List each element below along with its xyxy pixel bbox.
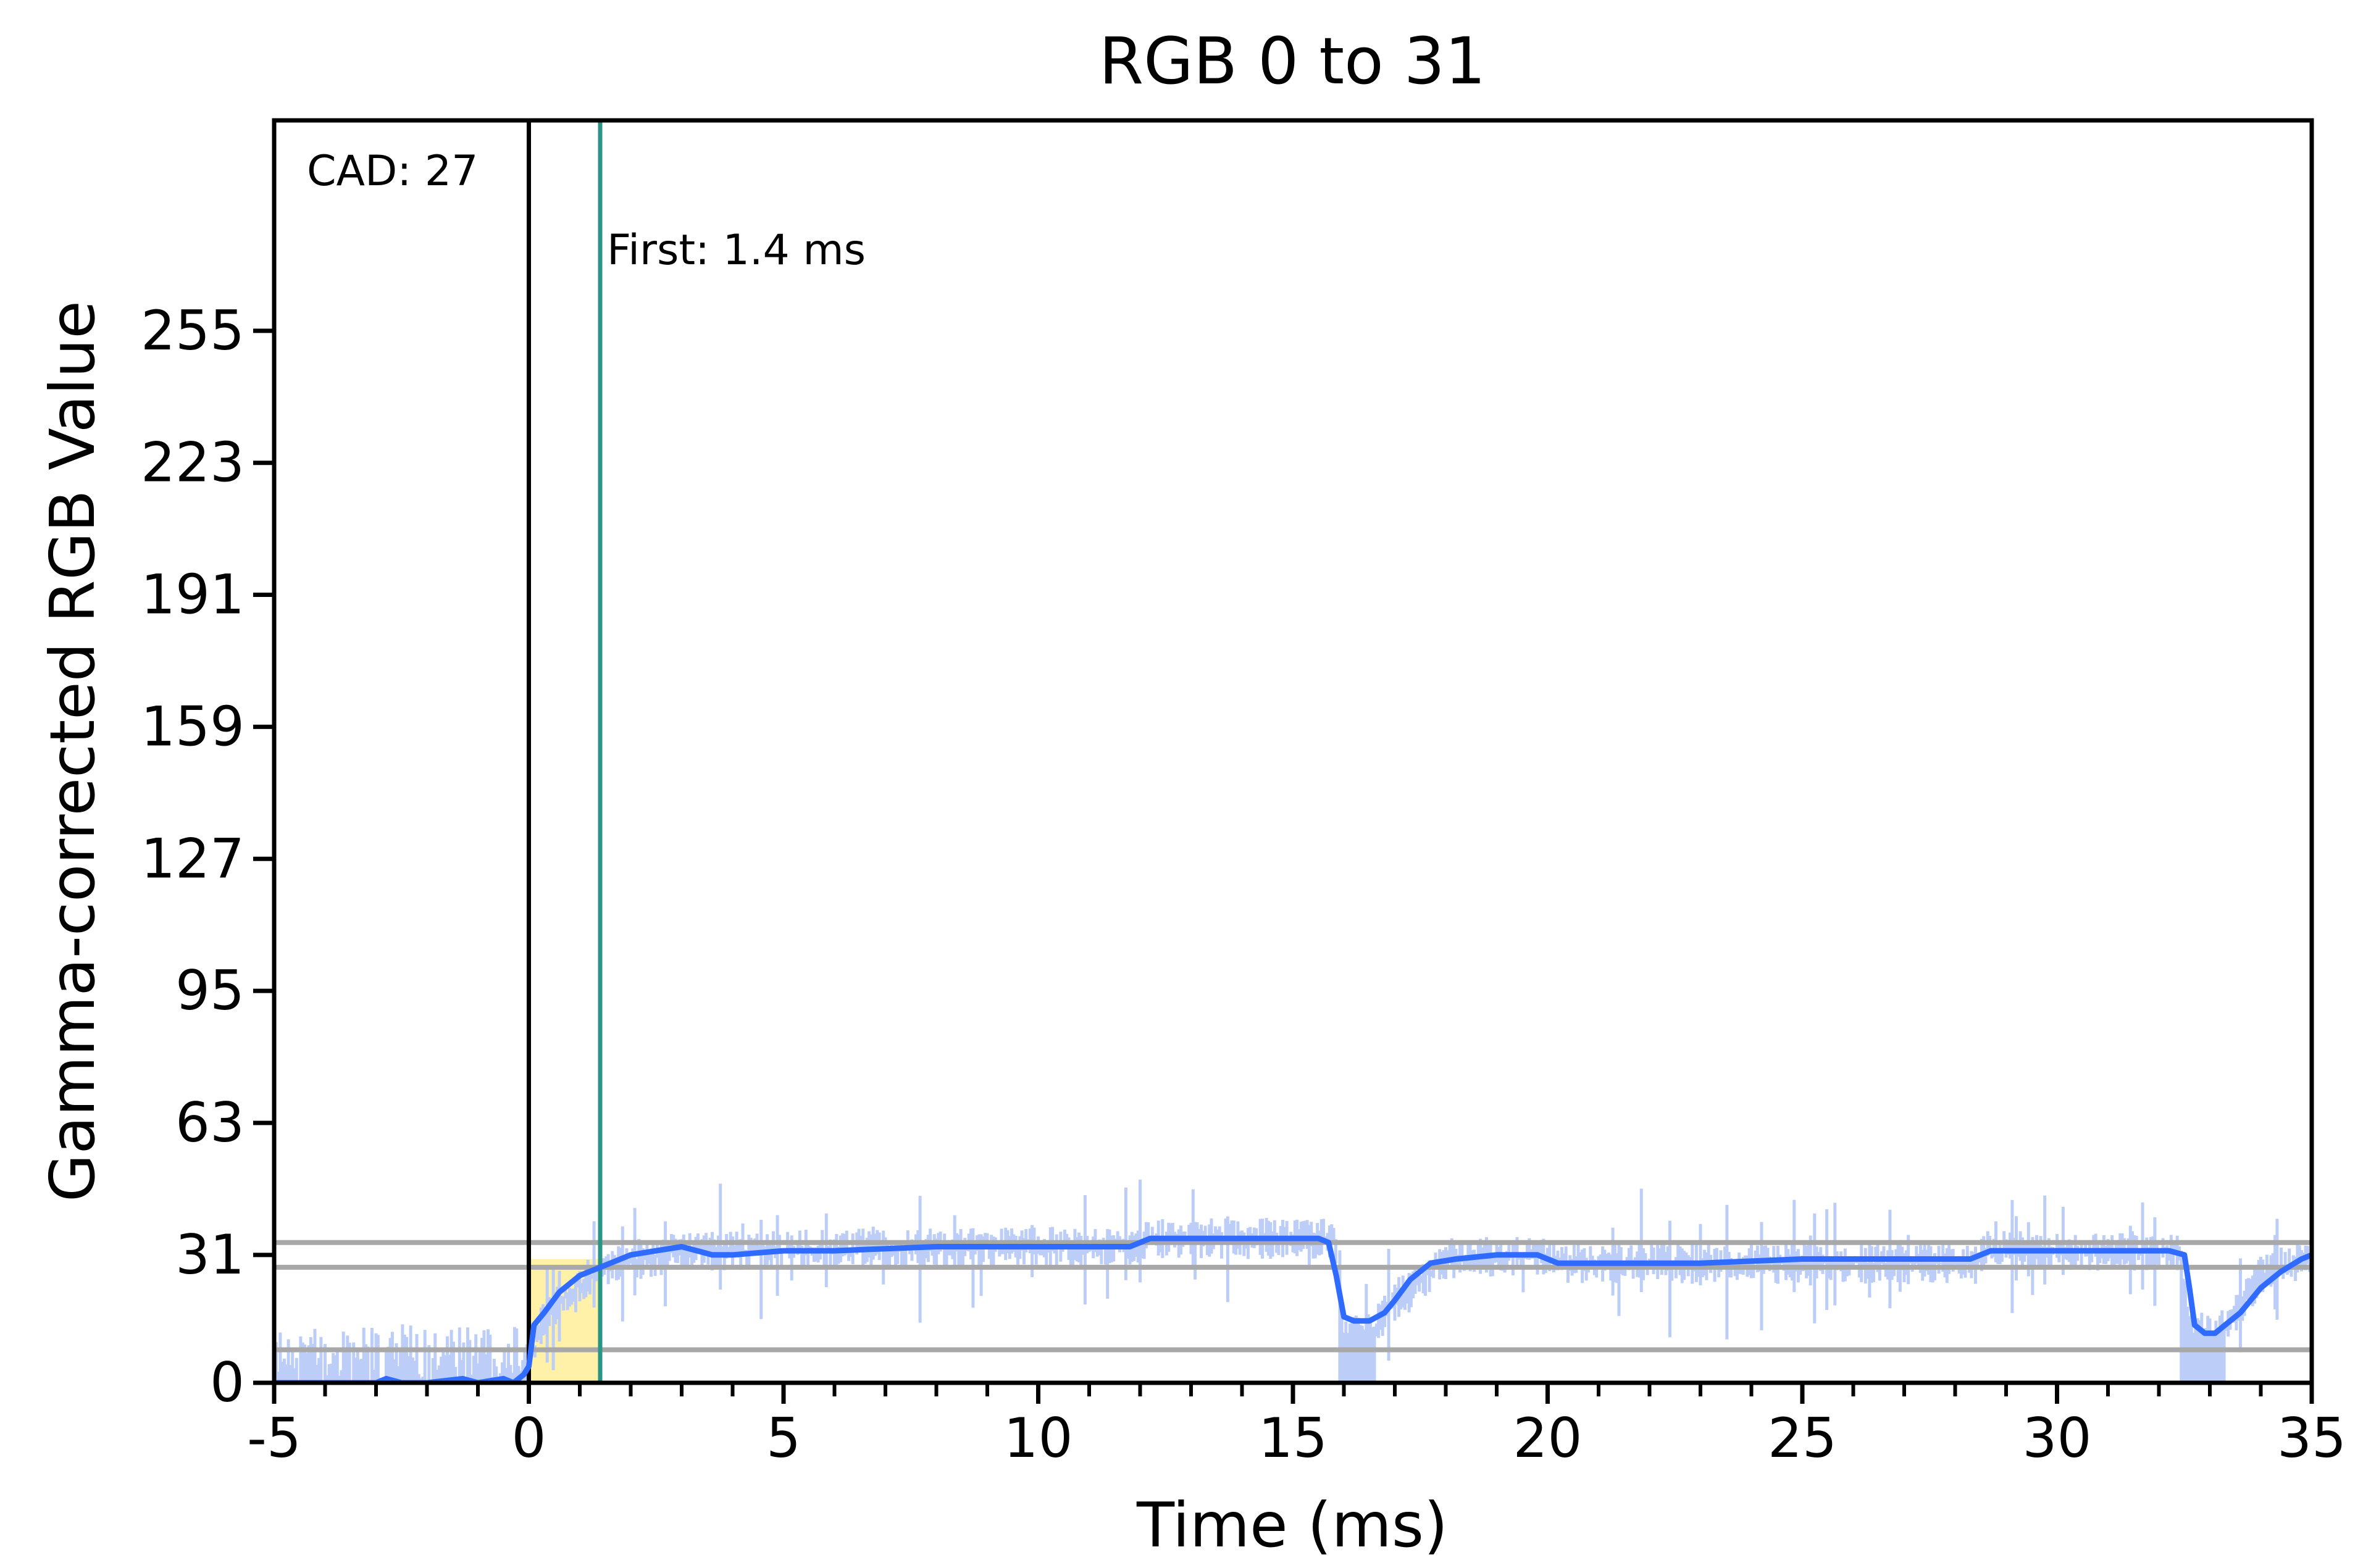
- first-response-annotation: First: 1.4 ms: [607, 226, 866, 275]
- y-axis-label: Gamma-corrected RGB Value: [36, 301, 109, 1202]
- y-tick-label: 159: [141, 694, 245, 758]
- y-tick-label: 223: [141, 431, 245, 494]
- y-tick-label: 95: [175, 959, 245, 1022]
- x-axis-label: Time (ms): [1136, 1489, 1448, 1561]
- chart-title: RGB 0 to 31: [1099, 23, 1486, 99]
- x-tick-label: -5: [247, 1406, 301, 1470]
- cad-annotation: CAD: 27: [307, 147, 478, 196]
- y-tick-label: 255: [141, 299, 245, 362]
- x-tick-label: 5: [766, 1406, 801, 1470]
- x-tick-label: 10: [1004, 1406, 1073, 1470]
- y-tick-label: 0: [210, 1351, 245, 1414]
- x-axis: -5 0 5 10 15 20 25 30 35: [247, 1383, 2346, 1470]
- reference-lines-layer: [274, 1240, 2312, 1353]
- x-tick-label: 25: [1768, 1406, 1837, 1470]
- vertical-markers-layer: [527, 120, 603, 1383]
- smoothed-series-layer: [274, 1235, 2312, 1383]
- x-tick-label: 30: [2023, 1406, 2092, 1470]
- smoothed-series-line: [274, 1235, 2312, 1383]
- y-axis: 0 31 63 95 127 159 191 223 255: [141, 299, 274, 1414]
- x-tick-label: 35: [2277, 1406, 2346, 1470]
- y-tick-label: 63: [175, 1091, 245, 1154]
- plot-area: [272, 118, 2314, 1385]
- x-tick-label: 15: [1258, 1406, 1328, 1470]
- y-tick-label: 31: [175, 1223, 245, 1287]
- y-tick-label: 191: [141, 563, 245, 627]
- x-tick-label: 0: [512, 1406, 546, 1470]
- y-tick-label: 127: [141, 827, 245, 890]
- x-tick-label: 20: [1513, 1406, 1583, 1470]
